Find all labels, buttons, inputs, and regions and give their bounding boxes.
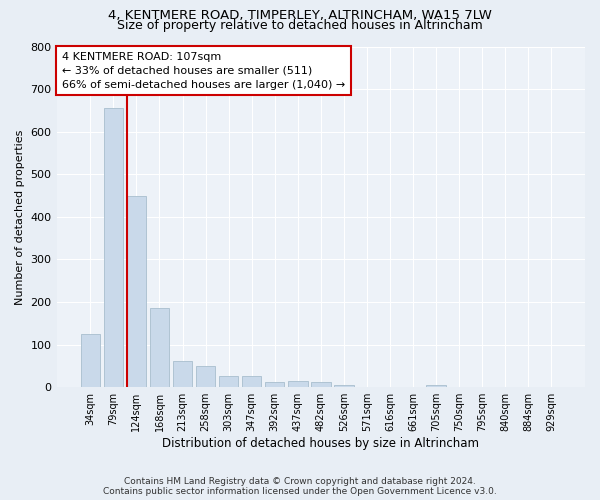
Bar xyxy=(334,385,353,387)
Bar xyxy=(265,382,284,387)
Bar xyxy=(196,366,215,387)
Bar xyxy=(127,196,146,387)
X-axis label: Distribution of detached houses by size in Altrincham: Distribution of detached houses by size … xyxy=(162,437,479,450)
Bar xyxy=(149,308,169,387)
Y-axis label: Number of detached properties: Number of detached properties xyxy=(15,129,25,304)
Bar xyxy=(311,382,331,387)
Text: 4 KENTMERE ROAD: 107sqm
← 33% of detached houses are smaller (511)
66% of semi-d: 4 KENTMERE ROAD: 107sqm ← 33% of detache… xyxy=(62,52,345,90)
Bar xyxy=(80,334,100,387)
Bar xyxy=(104,108,123,387)
Bar xyxy=(173,361,193,387)
Bar xyxy=(219,376,238,387)
Bar xyxy=(242,376,262,387)
Text: 4, KENTMERE ROAD, TIMPERLEY, ALTRINCHAM, WA15 7LW: 4, KENTMERE ROAD, TIMPERLEY, ALTRINCHAM,… xyxy=(108,9,492,22)
Text: Size of property relative to detached houses in Altrincham: Size of property relative to detached ho… xyxy=(117,18,483,32)
Bar xyxy=(426,385,446,387)
Text: Contains HM Land Registry data © Crown copyright and database right 2024.
Contai: Contains HM Land Registry data © Crown c… xyxy=(103,476,497,496)
Bar xyxy=(288,381,308,387)
